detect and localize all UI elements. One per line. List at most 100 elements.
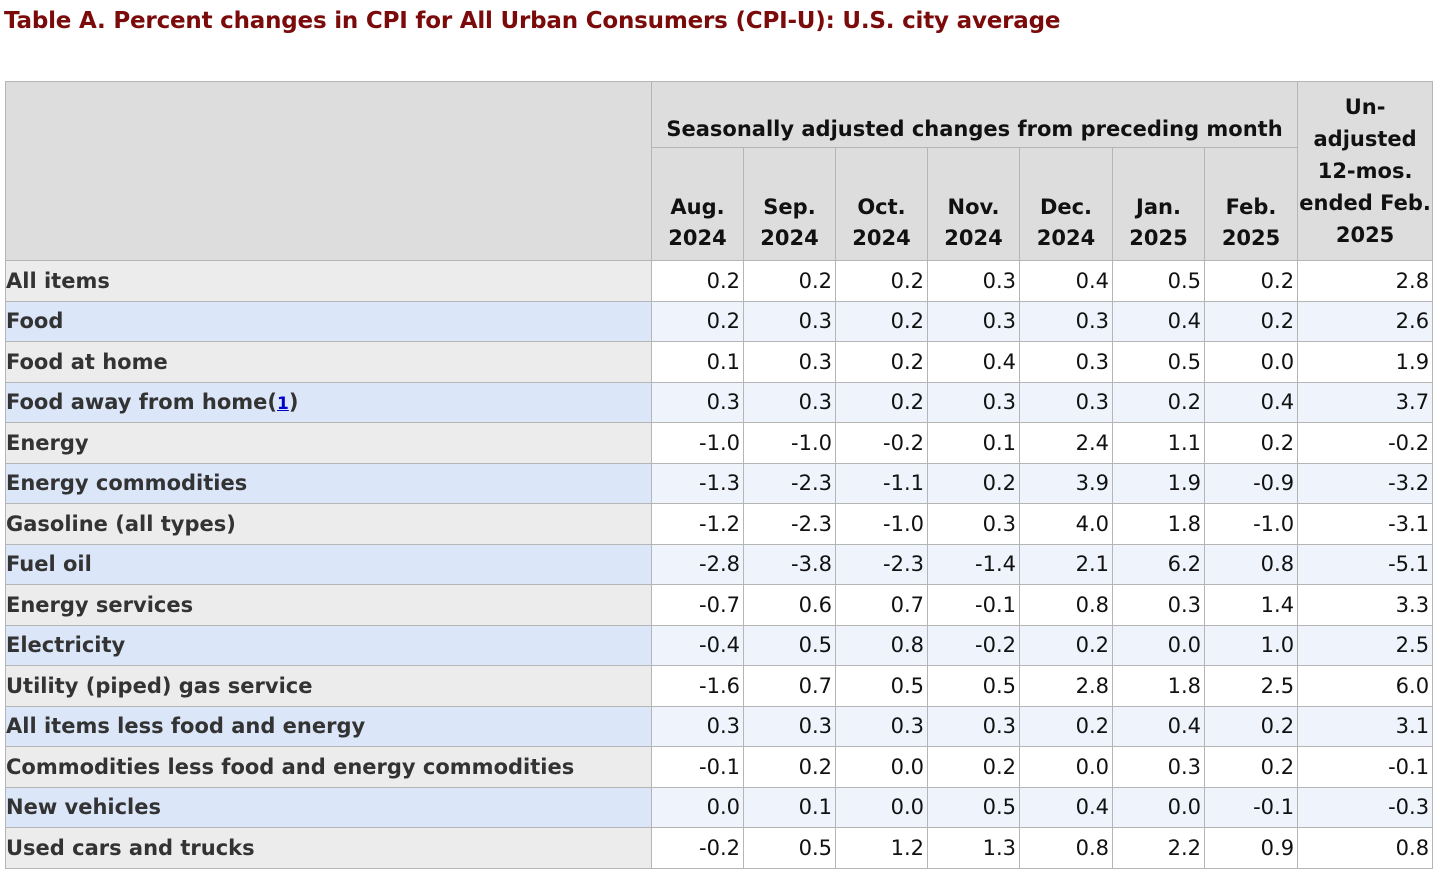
unadjusted-value-cell: 3.3 xyxy=(1297,584,1434,626)
month-value-cell: 0.5 xyxy=(835,665,928,707)
month-value-cell: 0.2 xyxy=(1203,422,1299,464)
month-value-cell: 0.1 xyxy=(927,422,1020,464)
month-value-cell: 0.2 xyxy=(1203,746,1299,788)
row-label-cell: Food away from home(1) xyxy=(5,381,652,423)
month-value-cell: 0.0 xyxy=(835,786,928,828)
month-value-cell: 0.2 xyxy=(927,462,1020,504)
month-value-cell: 2.2 xyxy=(1112,827,1205,869)
header-seasonally-adjusted: Seasonally adjusted changes from precedi… xyxy=(650,81,1299,148)
row-label-cell: Energy commodities xyxy=(5,462,652,504)
table-row: Used cars and trucks -0.2 0.5 1.2 1.3 0.8 2.2 0… xyxy=(5,827,1434,869)
table-header: Seasonally adjusted changes from precedi… xyxy=(5,81,1434,261)
month-value-cell: 1.8 xyxy=(1112,503,1205,545)
month-value-cell: -0.9 xyxy=(1203,462,1299,504)
row-label: New vehicles xyxy=(6,795,162,820)
row-label: Food away from home xyxy=(6,390,268,415)
table-row: Commodities less food and energy commodi… xyxy=(5,746,1434,788)
row-label: Used cars and trucks xyxy=(6,835,255,860)
row-label: Fuel oil xyxy=(6,552,92,577)
month-value-cell: 0.4 xyxy=(1112,705,1205,747)
unadjusted-value-cell: -0.3 xyxy=(1297,786,1434,828)
header-month: Feb. 2025 xyxy=(1203,147,1299,261)
month-value-cell: 0.3 xyxy=(743,300,836,342)
month-value-cell: -0.1 xyxy=(651,746,744,788)
month-value-cell: 0.3 xyxy=(1019,341,1113,383)
table-row: Food at home 0.1 0.3 0.2 0.4 0.3 0.5 0.0 1.9 xyxy=(5,341,1434,383)
month-value-cell: 0.3 xyxy=(1112,584,1205,626)
table-row: Gasoline (all types) -1.2 -2.3 -1.0 0.3 4.0 1.… xyxy=(5,503,1434,545)
month-value-cell: -1.3 xyxy=(651,462,744,504)
month-value-cell: 0.3 xyxy=(1019,300,1113,342)
month-value-cell: 0.3 xyxy=(835,705,928,747)
row-label: Utility (piped) gas service xyxy=(6,673,313,698)
month-value-cell: -0.1 xyxy=(927,584,1020,626)
row-label-cell: Used cars and trucks xyxy=(5,827,652,869)
month-value-cell: 0.3 xyxy=(651,381,744,423)
month-value-cell: 0.2 xyxy=(651,300,744,342)
row-label: Food at home xyxy=(6,349,168,374)
month-value-cell: 2.1 xyxy=(1019,543,1113,585)
row-label-cell: All items xyxy=(5,260,652,302)
month-value-cell: 0.1 xyxy=(743,786,836,828)
row-label: Food xyxy=(6,309,64,334)
row-label-cell: New vehicles xyxy=(5,786,652,828)
month-value-cell: 0.0 xyxy=(1203,341,1299,383)
unadjusted-value-cell: 1.9 xyxy=(1297,341,1434,383)
header-month: Jan. 2025 xyxy=(1112,147,1205,261)
month-value-cell: 0.3 xyxy=(927,381,1020,423)
month-value-cell: 4.0 xyxy=(1019,503,1113,545)
header-month: Aug. 2024 xyxy=(651,147,744,261)
month-value-cell: -1.0 xyxy=(651,422,744,464)
month-value-cell: 0.5 xyxy=(1112,260,1205,302)
month-value-cell: 0.8 xyxy=(1203,543,1299,585)
month-value-cell: -1.0 xyxy=(1203,503,1299,545)
row-label-cell: Utility (piped) gas service xyxy=(5,665,652,707)
month-value-cell: 0.7 xyxy=(743,665,836,707)
month-value-cell: -1.6 xyxy=(651,665,744,707)
unadjusted-value-cell: -3.1 xyxy=(1297,503,1434,545)
header-month: Dec. 2024 xyxy=(1019,147,1113,261)
month-value-cell: 0.4 xyxy=(1112,300,1205,342)
month-value-cell: 0.0 xyxy=(651,786,744,828)
month-value-cell: 0.2 xyxy=(1203,300,1299,342)
row-label: Energy xyxy=(6,430,89,455)
row-label: Energy commodities xyxy=(6,471,248,496)
month-value-cell: 0.3 xyxy=(927,300,1020,342)
month-value-cell: 1.8 xyxy=(1112,665,1205,707)
row-label: Commodities less food and energy commodi… xyxy=(6,754,575,779)
row-label-cell: All items less food and energy xyxy=(5,705,652,747)
month-value-cell: 0.3 xyxy=(743,341,836,383)
unadjusted-value-cell: 3.1 xyxy=(1297,705,1434,747)
month-value-cell: -2.3 xyxy=(835,543,928,585)
table-row: Food 0.2 0.3 0.2 0.3 0.3 0.4 0.2 2.6 xyxy=(5,300,1434,342)
month-value-cell: -1.4 xyxy=(927,543,1020,585)
month-value-cell: 0.0 xyxy=(1112,786,1205,828)
month-value-cell: 1.0 xyxy=(1203,624,1299,666)
month-value-cell: 0.5 xyxy=(1112,341,1205,383)
month-value-cell: 1.1 xyxy=(1112,422,1205,464)
unadjusted-value-cell: 2.6 xyxy=(1297,300,1434,342)
month-value-cell: -2.3 xyxy=(743,462,836,504)
header-month: Sep. 2024 xyxy=(743,147,836,261)
month-value-cell: 0.2 xyxy=(927,746,1020,788)
month-value-cell: -1.1 xyxy=(835,462,928,504)
month-value-cell: 0.3 xyxy=(1019,381,1113,423)
month-value-cell: -0.1 xyxy=(1203,786,1299,828)
month-value-cell: 0.3 xyxy=(651,705,744,747)
month-value-cell: 0.4 xyxy=(1019,260,1113,302)
month-value-cell: 0.6 xyxy=(743,584,836,626)
month-value-cell: -2.8 xyxy=(651,543,744,585)
month-value-cell: 0.2 xyxy=(835,341,928,383)
table-row: Utility (piped) gas service -1.6 0.7 0.5 0.5… xyxy=(5,665,1434,707)
month-value-cell: 0.4 xyxy=(1203,381,1299,423)
unadjusted-value-cell: -0.2 xyxy=(1297,422,1434,464)
row-label: All items xyxy=(6,268,110,293)
row-label-cell: Gasoline (all types) xyxy=(5,503,652,545)
row-label: Electricity xyxy=(6,633,126,658)
footnote-link[interactable]: 1 xyxy=(277,394,289,415)
month-value-cell: 0.2 xyxy=(1019,624,1113,666)
month-value-cell: 0.8 xyxy=(1019,584,1113,626)
month-value-cell: 0.2 xyxy=(835,300,928,342)
month-value-cell: 0.0 xyxy=(835,746,928,788)
row-label-cell: Food xyxy=(5,300,652,342)
